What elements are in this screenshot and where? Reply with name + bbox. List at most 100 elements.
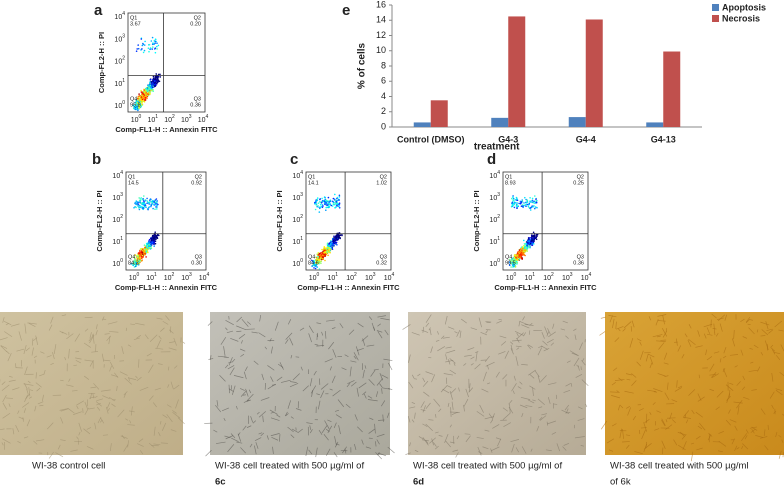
event-dot	[150, 47, 152, 49]
event-dot	[335, 202, 337, 204]
event-dot	[324, 197, 326, 199]
tick-base: 10	[198, 117, 206, 124]
event-dot	[152, 37, 154, 39]
event-dot	[141, 91, 143, 93]
event-dot	[154, 42, 156, 44]
y-axis-label: Comp-FL2-H :: PI	[95, 190, 104, 251]
panel-letter: e	[342, 2, 350, 19]
event-dot	[332, 248, 334, 250]
event-dot	[533, 236, 535, 238]
tick-base: 10	[543, 275, 551, 282]
event-dot	[531, 242, 533, 244]
quadrant-value: 3.67	[130, 21, 141, 27]
event-dot	[153, 76, 155, 78]
event-dot	[333, 201, 335, 203]
tick-base: 10	[292, 261, 300, 268]
event-dot	[150, 198, 152, 200]
x-tick-label: 104	[581, 272, 592, 282]
event-dot	[320, 257, 322, 259]
caption-line: of 6k	[610, 477, 631, 488]
y-tick-label: 101	[292, 236, 303, 246]
event-dot	[152, 80, 154, 82]
event-dot	[157, 76, 159, 78]
event-dot	[144, 249, 146, 251]
event-dot	[147, 242, 149, 244]
event-dot	[146, 248, 148, 250]
event-dot	[339, 202, 341, 204]
event-dot	[320, 204, 322, 206]
quadrant-value: 84.3	[128, 260, 139, 266]
event-dot	[139, 263, 141, 265]
tick-exponent: 3	[120, 192, 123, 198]
y-axis-label: Comp-FL2-H :: PI	[97, 32, 106, 93]
event-dot	[155, 203, 157, 205]
event-dot	[339, 204, 341, 206]
x-axis-label: treatment	[474, 142, 520, 153]
tick-base: 10	[346, 275, 354, 282]
y-tick-label: 14	[376, 15, 386, 25]
event-dot	[149, 82, 151, 84]
event-dot	[156, 46, 158, 48]
tick-exponent: 2	[120, 214, 123, 220]
x-axis-label: Comp-FL1-H :: Annexin FITC	[297, 283, 400, 292]
x-tick-label: 101	[147, 114, 158, 124]
caption-line: WI-38 cell treated with 500 µg/ml	[610, 461, 749, 472]
y-tick-label: 101	[112, 236, 123, 246]
event-dot	[529, 201, 531, 203]
event-dot	[517, 255, 519, 257]
x-tick-label: 101	[327, 272, 338, 282]
event-dot	[154, 231, 156, 233]
y-tick-label: 103	[114, 34, 125, 44]
event-dot	[529, 197, 531, 199]
event-dot	[155, 47, 157, 49]
event-dot	[150, 242, 152, 244]
event-dot	[151, 86, 153, 88]
event-dot	[152, 202, 154, 204]
event-dot	[319, 268, 321, 270]
tick-base: 10	[112, 195, 120, 202]
event-dot	[139, 200, 141, 202]
event-dot	[139, 209, 141, 211]
event-dot	[151, 248, 153, 250]
tick-exponent: 3	[497, 192, 500, 198]
event-dot	[520, 203, 522, 205]
quadrant-value: 0.20	[190, 21, 201, 27]
event-dot	[334, 194, 336, 196]
tick-base: 10	[147, 117, 155, 124]
tick-exponent: 4	[206, 114, 209, 120]
event-dot	[337, 203, 339, 205]
quadrant-value: 84.6	[308, 260, 319, 266]
y-tick-label: 16	[376, 0, 386, 9]
event-dot	[141, 38, 143, 40]
event-dot	[156, 42, 158, 44]
event-dot	[339, 235, 341, 237]
event-dot	[139, 205, 141, 207]
event-dot	[329, 248, 331, 250]
tick-exponent: 0	[139, 114, 142, 120]
event-dot	[140, 248, 142, 250]
event-dot	[143, 200, 145, 202]
event-dot	[147, 252, 149, 254]
event-dot	[151, 83, 153, 85]
flow-plot: dQ18.93Q20.25Q490.5Q30.36100100101101102…	[472, 151, 597, 292]
event-dot	[523, 240, 525, 242]
event-dot	[139, 100, 141, 102]
y-tick-label: 101	[114, 78, 125, 88]
tick-base: 10	[114, 103, 122, 110]
event-dot	[133, 207, 135, 209]
event-dot	[325, 209, 327, 211]
event-dot	[142, 252, 144, 254]
event-dot	[520, 202, 522, 204]
event-dot	[523, 245, 525, 247]
x-tick-label: 103	[181, 272, 192, 282]
cell-texture	[554, 404, 558, 405]
event-dot	[142, 95, 144, 97]
event-dot	[519, 249, 521, 251]
y-tick-label: 104	[489, 170, 500, 180]
event-dot	[155, 85, 157, 87]
bar	[491, 118, 508, 127]
event-dot	[336, 198, 338, 200]
quadrant-value: 0.25	[573, 180, 584, 186]
micrograph: WI-38 cell treated with 500 µg/ml of 6k	[599, 312, 784, 488]
event-dot	[521, 258, 523, 260]
